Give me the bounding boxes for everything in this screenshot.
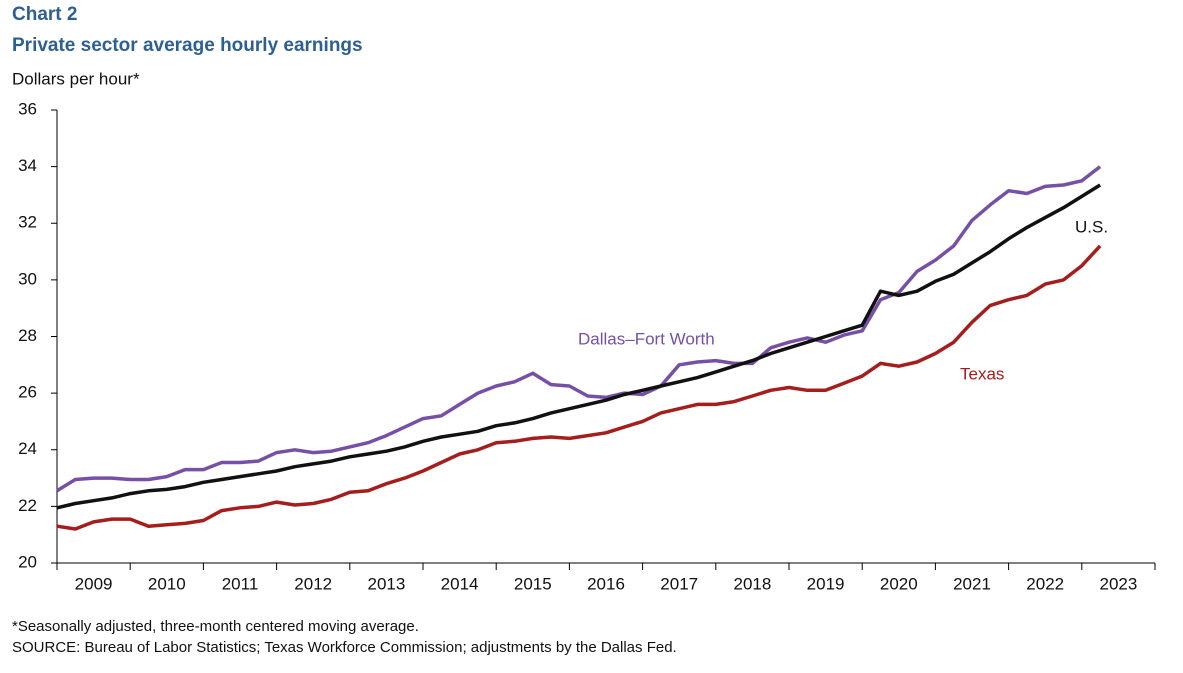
y-tick-label: 30: [18, 269, 37, 288]
x-tick-label: 2015: [514, 574, 552, 593]
y-axis-label: Dollars per hour*: [12, 69, 140, 88]
series-line: [56, 165, 1102, 493]
y-tick-label: 24: [18, 439, 37, 458]
chart-title: Chart 2: [12, 4, 77, 25]
chart-subtitle: Private sector average hourly earnings: [12, 35, 363, 56]
series-label: U.S.: [1075, 217, 1108, 236]
x-tick-label: 2016: [587, 574, 625, 593]
x-tick-label: 2009: [75, 574, 113, 593]
y-tick-label: 36: [18, 99, 37, 118]
source-note: SOURCE: Bureau of Labor Statistics; Texa…: [12, 639, 677, 656]
y-tick-label: 22: [18, 496, 37, 515]
series-label: Texas: [960, 364, 1004, 383]
x-tick-label: 2022: [1026, 574, 1064, 593]
series-line: [56, 244, 1102, 531]
x-tick-label: 2018: [733, 574, 771, 593]
x-tick-label: 2011: [222, 574, 259, 593]
y-tick-label: 34: [18, 156, 37, 175]
x-tick-label: 2013: [367, 574, 405, 593]
x-tick-label: 2021: [953, 574, 991, 593]
y-tick-label: 26: [18, 383, 37, 402]
x-tick-label: 2017: [660, 574, 698, 593]
x-tick-label: 2012: [294, 574, 332, 593]
x-tick-label: 2019: [807, 574, 845, 593]
footnote: *Seasonally adjusted, three-month center…: [12, 618, 419, 635]
x-tick-label: 2023: [1099, 574, 1137, 593]
y-tick-label: 32: [18, 213, 37, 232]
y-tick-label: 28: [18, 326, 37, 345]
y-tick-label: 20: [18, 552, 37, 571]
x-tick-label: 2014: [441, 574, 479, 593]
x-tick-label: 2010: [148, 574, 186, 593]
x-tick-label: 2020: [880, 574, 918, 593]
series-line: [56, 183, 1102, 510]
series-label: Dallas–Fort Worth: [578, 329, 715, 348]
